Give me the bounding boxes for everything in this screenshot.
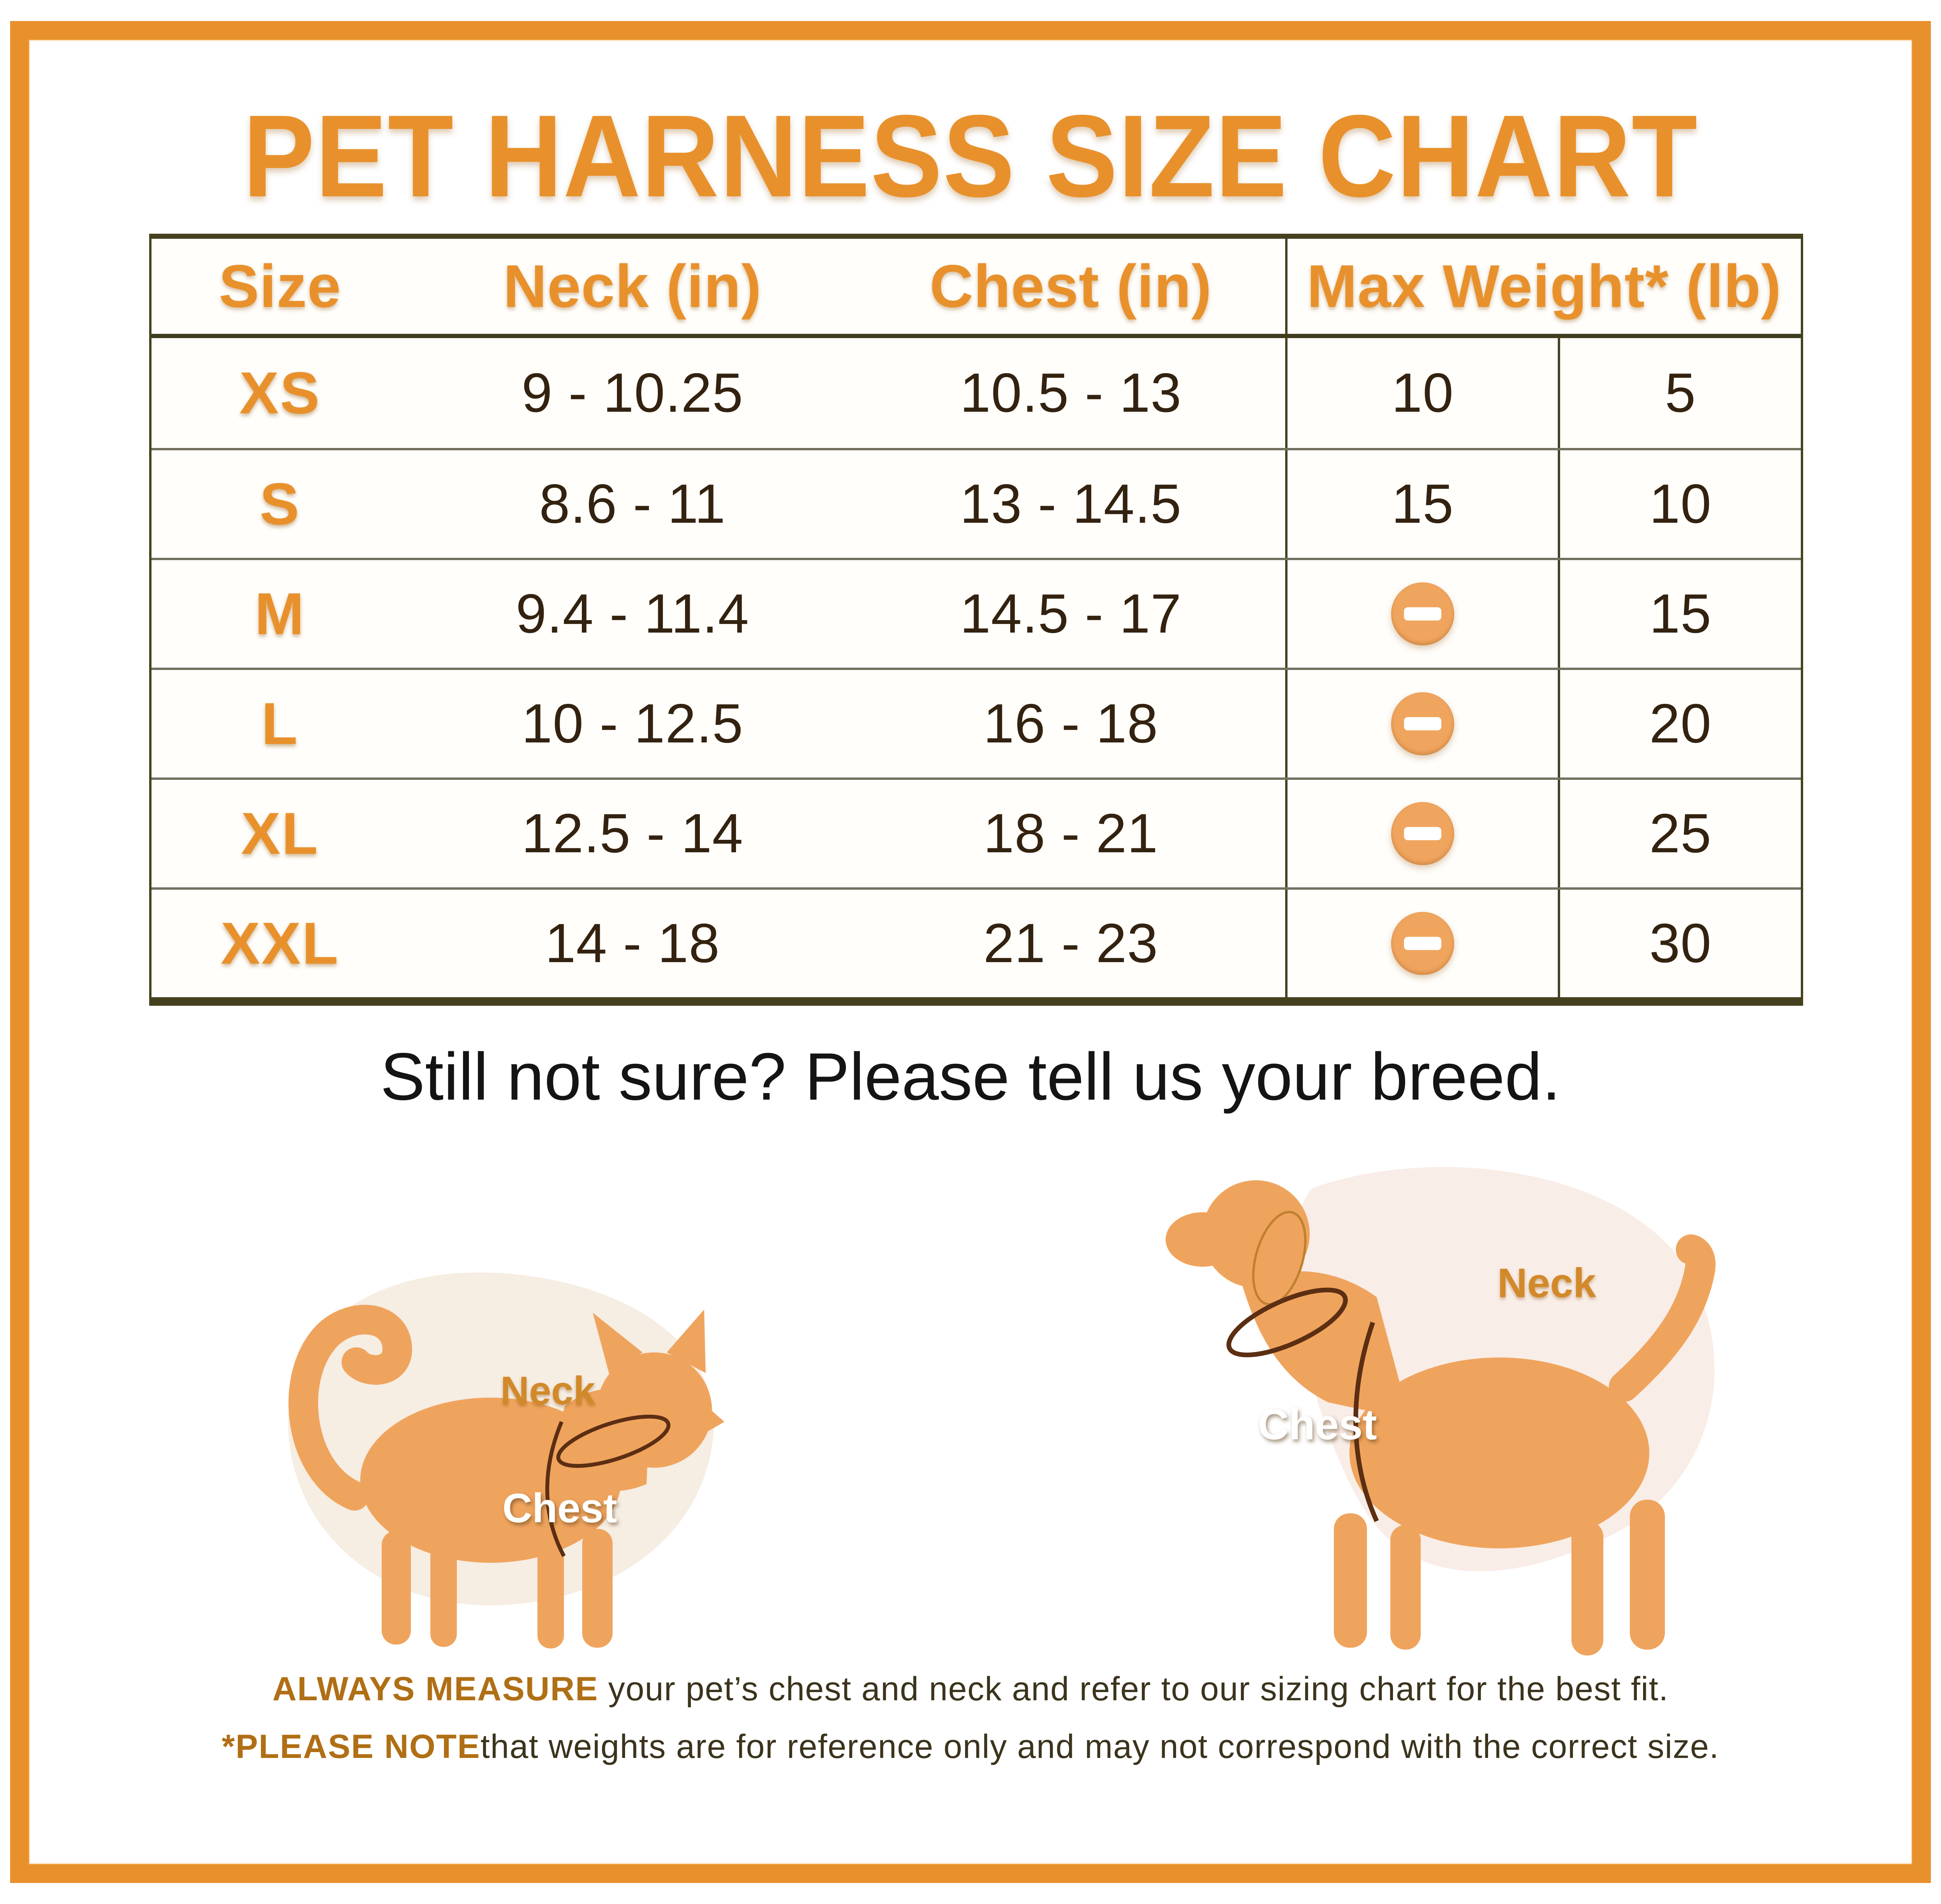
chest-cell: 10.5 - 13 bbox=[960, 362, 1182, 424]
table-row-xl: XL 12.5 - 14 18 - 21 25 bbox=[151, 777, 1801, 887]
column-header-max-weight: Max Weight* (lb) bbox=[1285, 239, 1801, 334]
chest-cell: 18 - 21 bbox=[983, 802, 1159, 864]
size-table: Size Neck (in) Chest (in) Max Weight* (l… bbox=[149, 234, 1803, 1006]
footnote-measure: ALWAYS MEASURE your pet’s chest and neck… bbox=[0, 1660, 1941, 1718]
minus-badge-icon bbox=[1391, 802, 1454, 865]
neck-cell: 9 - 10.25 bbox=[521, 362, 743, 424]
neck-cell: 9.4 - 11.4 bbox=[516, 583, 749, 645]
weight-cell-2: 20 bbox=[1558, 670, 1801, 777]
dog-neck-label: Neck bbox=[1497, 1260, 1596, 1306]
column-header-size: Size bbox=[218, 252, 342, 320]
weight-cell-1 bbox=[1285, 670, 1558, 777]
weight-cell-1: 10 bbox=[1285, 338, 1558, 448]
table-row-l: L 10 - 12.5 16 - 18 20 bbox=[151, 668, 1801, 777]
cat-figure: Neck Chest bbox=[288, 1272, 724, 1648]
dog-chest-measure-line bbox=[1353, 1322, 1379, 1522]
table-row-m: M 9.4 - 11.4 14.5 - 17 15 bbox=[151, 558, 1801, 668]
cat-chest-measure-line bbox=[545, 1421, 566, 1557]
page-title: PET HARNESS SIZE CHART bbox=[243, 90, 1698, 221]
size-cell: M bbox=[255, 580, 305, 647]
weight-cell-2: 15 bbox=[1558, 560, 1801, 668]
footnote-measure-keyword: ALWAYS MEASURE bbox=[272, 1670, 599, 1708]
cat-chest-label: Chest bbox=[502, 1485, 617, 1531]
minus-badge-icon bbox=[1391, 582, 1454, 645]
weight-cell-1: 15 bbox=[1285, 450, 1558, 558]
page-border-frame bbox=[10, 21, 1931, 1883]
size-cell: XS bbox=[239, 360, 321, 426]
cat-neck-label: Neck bbox=[500, 1368, 595, 1413]
table-row-s: S 8.6 - 11 13 - 14.5 15 10 bbox=[151, 448, 1801, 558]
weight-cell-2: 5 bbox=[1558, 338, 1801, 448]
size-cell: S bbox=[259, 471, 301, 537]
weight-cell-1 bbox=[1285, 560, 1558, 668]
weight-cell-1 bbox=[1285, 890, 1558, 997]
dog-chest-label: Chest bbox=[1258, 1401, 1377, 1449]
neck-cell: 12.5 - 14 bbox=[521, 802, 743, 864]
minus-badge-icon bbox=[1391, 912, 1454, 975]
weight-cell-2: 10 bbox=[1558, 450, 1801, 558]
column-header-neck: Neck (in) bbox=[503, 252, 762, 320]
table-row-xxl: XXL 14 - 18 21 - 23 30 bbox=[151, 887, 1801, 997]
neck-cell: 10 - 12.5 bbox=[521, 693, 743, 755]
cat-neck-measure-line bbox=[556, 1414, 671, 1468]
chest-cell: 13 - 14.5 bbox=[960, 473, 1182, 535]
dog-figure: Neck Chest bbox=[1166, 1167, 1716, 1655]
chest-cell: 21 - 23 bbox=[983, 912, 1159, 974]
weight-cell-2: 25 bbox=[1558, 780, 1801, 887]
weight-cell-2: 30 bbox=[1558, 890, 1801, 997]
size-cell: XL bbox=[241, 800, 319, 867]
chest-cell: 16 - 18 bbox=[983, 693, 1159, 755]
neck-cell: 14 - 18 bbox=[545, 912, 720, 974]
breed-prompt-text: Still not sure? Please tell us your bree… bbox=[380, 1039, 1561, 1114]
dog-neck-measure-line bbox=[1226, 1287, 1348, 1357]
footnote-measure-text: your pet’s chest and neck and refer to o… bbox=[598, 1670, 1669, 1708]
column-header-chest: Chest (in) bbox=[930, 252, 1212, 320]
chest-cell: 14.5 - 17 bbox=[960, 583, 1182, 645]
footnote-weights-text: that weights are for reference only and … bbox=[480, 1728, 1719, 1765]
footnote-weights: *PLEASE NOTEthat weights are for referen… bbox=[0, 1718, 1941, 1775]
weight-cell-1 bbox=[1285, 780, 1558, 887]
dog-silhouette bbox=[1166, 1180, 1716, 1655]
size-cell: XXL bbox=[220, 910, 340, 977]
footnotes: ALWAYS MEASURE your pet’s chest and neck… bbox=[0, 1660, 1941, 1775]
footnote-weights-keyword: *PLEASE NOTE bbox=[222, 1728, 481, 1765]
minus-badge-icon bbox=[1391, 692, 1454, 755]
neck-cell: 8.6 - 11 bbox=[539, 473, 726, 535]
table-row-xs: XS 9 - 10.25 10.5 - 13 10 5 bbox=[151, 338, 1801, 448]
size-cell: L bbox=[261, 690, 299, 757]
table-header-row: Size Neck (in) Chest (in) Max Weight* (l… bbox=[151, 239, 1801, 338]
